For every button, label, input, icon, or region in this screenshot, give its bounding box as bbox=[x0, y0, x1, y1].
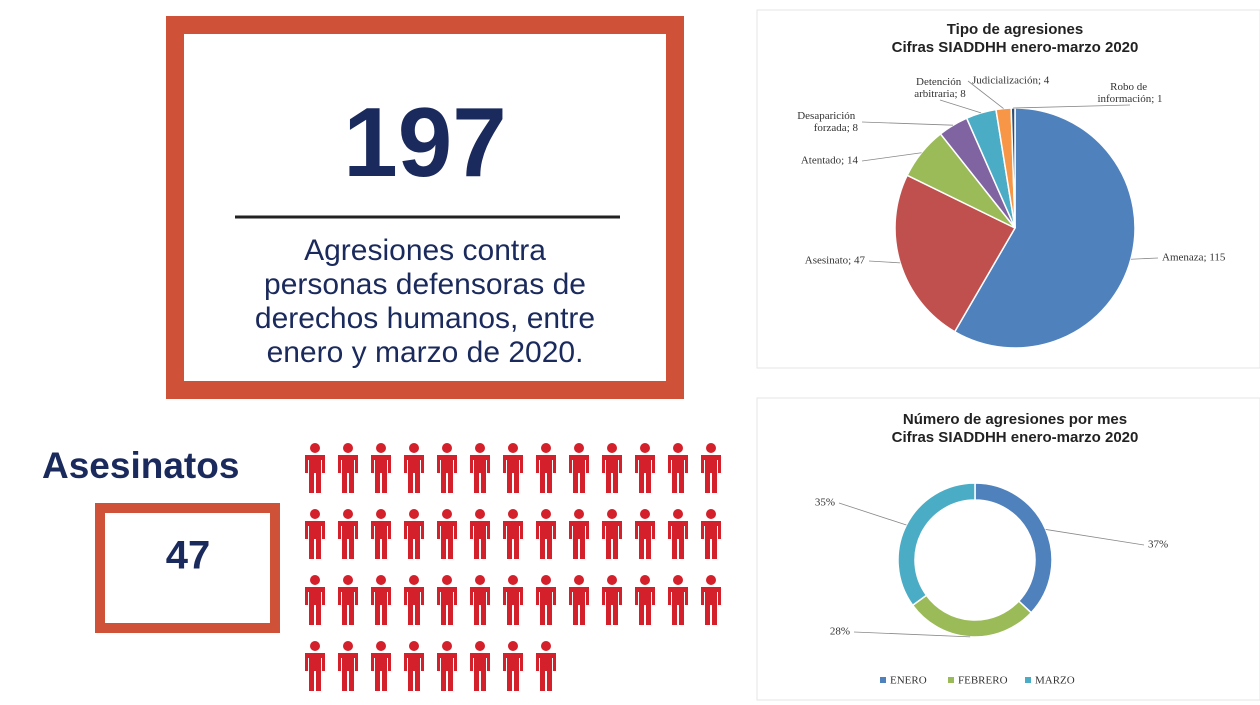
description-line: derechos humanos, entre bbox=[255, 302, 595, 335]
person-icon bbox=[503, 575, 523, 625]
person-icon bbox=[437, 641, 457, 691]
donut-segment bbox=[897, 482, 976, 607]
person-icon bbox=[635, 575, 655, 625]
legend-swatch bbox=[948, 677, 954, 683]
person-icon bbox=[569, 443, 589, 493]
leader-line bbox=[861, 121, 954, 126]
description-line: personas defensoras de bbox=[264, 268, 586, 301]
legend-swatch bbox=[1025, 677, 1031, 683]
killings-frame bbox=[95, 503, 280, 633]
person-icon bbox=[602, 575, 622, 625]
person-icon bbox=[503, 509, 523, 559]
person-icon bbox=[602, 443, 622, 493]
person-icon bbox=[569, 575, 589, 625]
person-icon bbox=[305, 641, 325, 691]
legend-label: MARZO bbox=[1035, 675, 1075, 687]
chart-title: Número de agresiones por mes bbox=[903, 411, 1127, 428]
person-icon bbox=[404, 575, 424, 625]
data-label: 28% bbox=[830, 626, 850, 638]
person-icon bbox=[437, 443, 457, 493]
person-icon bbox=[305, 509, 325, 559]
pie-slice bbox=[894, 174, 1017, 333]
legend-label: FEBRERO bbox=[958, 675, 1008, 687]
data-label: Desaparición forzada; 8 bbox=[797, 110, 858, 134]
person-icon bbox=[371, 641, 391, 691]
person-icon bbox=[602, 509, 622, 559]
person-icon bbox=[668, 575, 688, 625]
person-icon bbox=[305, 443, 325, 493]
leader-line bbox=[1045, 529, 1145, 546]
person-icon bbox=[536, 509, 556, 559]
person-icon bbox=[470, 575, 490, 625]
person-icon bbox=[371, 575, 391, 625]
leader-line bbox=[838, 502, 907, 526]
person-icon bbox=[503, 641, 523, 691]
total-number: 197 bbox=[343, 87, 507, 197]
headline-frame bbox=[166, 16, 684, 399]
data-label: Asesinato; 47 bbox=[805, 255, 866, 267]
leader-line bbox=[1013, 104, 1131, 109]
pie-slice bbox=[953, 107, 1136, 349]
legend-swatch bbox=[880, 677, 886, 683]
killings-number: 47 bbox=[166, 534, 211, 578]
chart-subtitle: Cifras SIADDHH enero-marzo 2020 bbox=[892, 429, 1139, 446]
person-icon bbox=[470, 509, 490, 559]
person-icon bbox=[701, 443, 721, 493]
person-icon bbox=[305, 575, 325, 625]
person-icon bbox=[668, 443, 688, 493]
legend-label: ENERO bbox=[890, 675, 927, 687]
person-icon bbox=[371, 509, 391, 559]
leader-line bbox=[868, 260, 901, 264]
leader-line bbox=[1130, 257, 1159, 260]
person-icon bbox=[536, 443, 556, 493]
killings-label: Asesinatos bbox=[42, 445, 239, 486]
person-icon bbox=[470, 443, 490, 493]
person-icon bbox=[536, 575, 556, 625]
person-icon bbox=[635, 509, 655, 559]
person-icon bbox=[701, 509, 721, 559]
description-line: enero y marzo de 2020. bbox=[267, 336, 584, 369]
person-icon bbox=[536, 641, 556, 691]
person-icon bbox=[404, 443, 424, 493]
person-icon bbox=[569, 509, 589, 559]
person-icon bbox=[503, 443, 523, 493]
leader-line bbox=[967, 80, 1004, 109]
description-line: Agresiones contra bbox=[304, 234, 546, 267]
person-icon bbox=[404, 509, 424, 559]
data-label: 37% bbox=[1148, 539, 1168, 551]
person-icon bbox=[371, 443, 391, 493]
person-icon bbox=[404, 641, 424, 691]
data-label: 35% bbox=[815, 497, 835, 509]
chart-title: Tipo de agresiones bbox=[947, 21, 1083, 38]
leader-line bbox=[939, 99, 982, 114]
person-icon bbox=[338, 443, 358, 493]
data-label: Amenaza; 115 bbox=[1162, 252, 1226, 264]
person-icon bbox=[470, 641, 490, 691]
person-icon bbox=[338, 509, 358, 559]
person-icon bbox=[701, 575, 721, 625]
data-label: Robo de información; 1 bbox=[1097, 81, 1162, 105]
person-icon bbox=[338, 575, 358, 625]
person-icon bbox=[437, 575, 457, 625]
person-icon bbox=[437, 509, 457, 559]
data-label: Detención arbitraria; 8 bbox=[914, 76, 966, 100]
leader-line bbox=[861, 152, 922, 162]
data-label: Atentado; 14 bbox=[801, 155, 859, 167]
data-label: Judicialización; 4 bbox=[972, 75, 1050, 87]
chart-subtitle: Cifras SIADDHH enero-marzo 2020 bbox=[892, 39, 1139, 56]
leader-line bbox=[853, 631, 971, 638]
person-icon bbox=[338, 641, 358, 691]
person-icon bbox=[668, 509, 688, 559]
person-icon bbox=[635, 443, 655, 493]
donut-panel bbox=[756, 397, 1260, 701]
